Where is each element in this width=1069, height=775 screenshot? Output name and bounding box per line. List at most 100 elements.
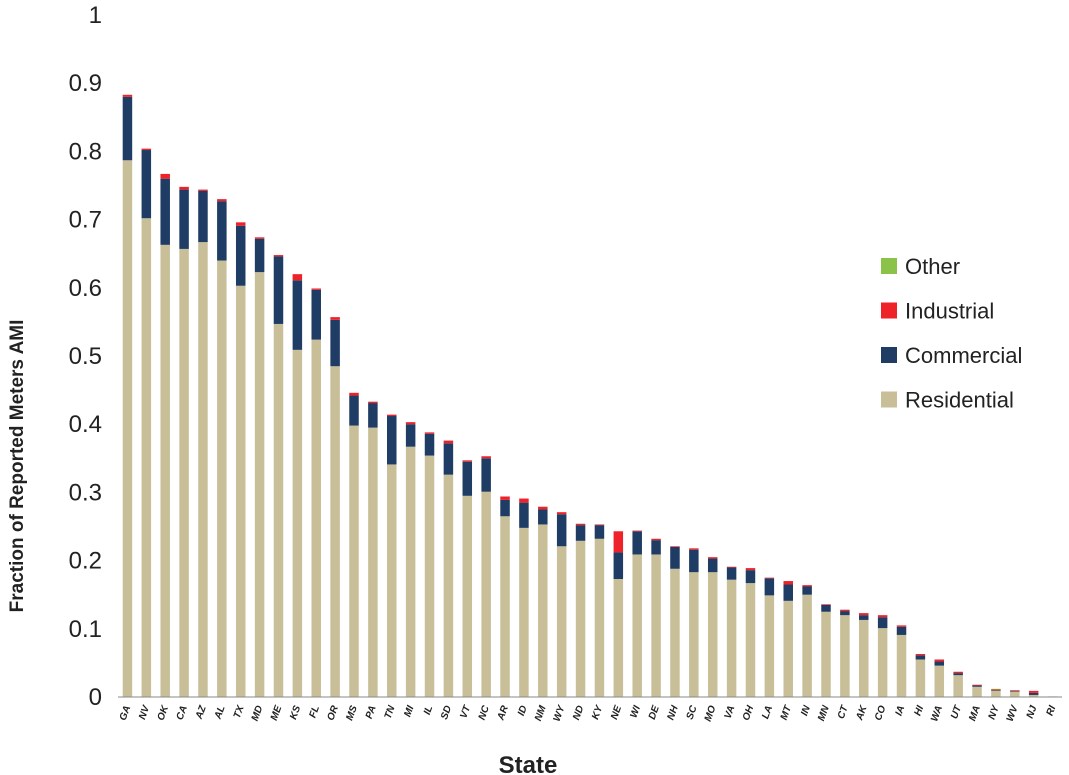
x-tick-label: HI — [912, 704, 926, 717]
bar-segment-residential-ma — [972, 686, 982, 697]
legend-swatch-other — [881, 258, 897, 274]
x-tick-label: MN — [816, 704, 832, 723]
bar-segment-commercial-wy — [556, 514, 567, 547]
x-tick-label: ME — [269, 704, 285, 722]
bar-segment-residential-nj — [1028, 694, 1039, 697]
x-tick-label: VA — [723, 704, 738, 720]
x-tick-label: NH — [665, 704, 681, 722]
bar-segment-industrial-ny — [991, 689, 1001, 691]
y-axis-ticks: 0 0.1 0.2 0.3 0.4 0.5 0.6 0.7 0.8 0.9 1 — [69, 2, 102, 711]
legend-label-commercial: Commercial — [905, 343, 1022, 368]
y-tick-label: 0.5 — [69, 343, 102, 370]
bar-segment-industrial-mo — [707, 557, 718, 559]
x-tick-label: AZ — [194, 703, 210, 721]
bar-segment-residential-md — [254, 272, 265, 697]
bar-segment-commercial-sc — [689, 549, 699, 573]
bar-segment-commercial-la — [764, 578, 775, 596]
bar-segment-commercial-ky — [594, 525, 605, 539]
x-tick-label: VT — [458, 703, 473, 720]
bar-segment-industrial-hi — [915, 654, 926, 656]
x-tick-label: NV — [137, 703, 153, 721]
x-tick-label: PA — [364, 704, 379, 720]
x-tick-label: LA — [760, 704, 775, 720]
bar-segment-residential-fl — [311, 339, 321, 697]
bar-segment-residential-ak — [859, 619, 869, 697]
bar-segment-industrial-ne — [613, 531, 624, 553]
bar-segment-other-ny — [991, 688, 1001, 690]
bar-segment-commercial-tn — [387, 416, 397, 465]
bar-segment-residential-vt — [462, 495, 473, 697]
bar-segment-residential-ct — [840, 615, 850, 697]
bar-segment-industrial-ky — [594, 524, 605, 526]
bar-segment-residential-ut — [953, 675, 963, 697]
bar-segment-industrial-sd — [443, 440, 454, 444]
bar-segment-residential-wa — [934, 665, 945, 697]
bar-segment-commercial-nd — [575, 525, 586, 541]
bar-segment-commercial-il — [424, 433, 435, 456]
bar-segment-residential-wi — [632, 554, 642, 697]
y-tick-label: 0.1 — [69, 616, 102, 643]
bar-segment-commercial-mt — [783, 584, 793, 601]
x-tick-label: NM — [533, 704, 549, 723]
x-tick-label: OR — [325, 704, 341, 723]
bar-segment-residential-tx — [235, 285, 246, 697]
bar-segment-industrial-de — [651, 538, 661, 541]
x-tick-label: NJ — [1025, 704, 1040, 720]
bar-segment-commercial-oh — [745, 570, 756, 584]
bar-segment-industrial-nm — [538, 506, 548, 510]
y-tick-label: 0 — [89, 684, 102, 711]
bar-segment-commercial-ct — [840, 611, 850, 616]
x-tick-label: NY — [987, 703, 1003, 721]
bar-segment-commercial-nv — [141, 150, 152, 219]
y-tick-label: 0.4 — [69, 411, 102, 438]
bar-segment-residential-hi — [915, 659, 926, 697]
bar-segment-commercial-al — [217, 201, 227, 261]
x-tick-label: TN — [383, 704, 398, 721]
bar-segment-industrial-wv — [1010, 690, 1020, 691]
bar-segment-residential-mn — [821, 611, 831, 697]
bar-segment-residential-ny — [991, 690, 1001, 697]
bar-segment-residential-nc — [481, 491, 491, 697]
bar-segment-commercial-hi — [915, 655, 926, 660]
bar-segment-industrial-ut — [953, 671, 963, 674]
bar-segment-commercial-pa — [368, 403, 378, 428]
bar-segment-commercial-ia — [896, 626, 907, 635]
bar-segment-industrial-nv — [141, 148, 152, 151]
bar-segment-commercial-ok — [160, 178, 170, 245]
bar-segment-industrial-me — [273, 255, 284, 257]
bar-segment-residential-ky — [594, 538, 605, 697]
bar-segment-commercial-ar — [500, 499, 510, 517]
bar-segment-industrial-tn — [387, 414, 397, 417]
bar-segment-residential-nm — [538, 524, 548, 697]
bar-segment-industrial-mn — [821, 604, 831, 605]
bar-segment-residential-az — [198, 242, 208, 697]
bar-segment-residential-wy — [556, 546, 567, 697]
bar-segment-commercial-mo — [707, 558, 718, 573]
bar-segment-residential-al — [217, 260, 227, 697]
legend: Other Industrial Commercial Residential — [881, 254, 1022, 413]
bar-segment-residential-ia — [896, 634, 907, 697]
x-tick-label: MI — [402, 704, 416, 718]
bar-segment-industrial-ak — [859, 613, 869, 616]
bar-segment-industrial-md — [254, 237, 265, 239]
x-tick-label: MA — [967, 704, 983, 722]
x-tick-label: TX — [232, 703, 247, 720]
bar-segment-residential-oh — [745, 583, 756, 697]
x-tick-label: SC — [685, 704, 700, 722]
legend-swatch-residential — [881, 391, 897, 408]
bar-segment-industrial-il — [424, 432, 435, 434]
legend-label-residential: Residential — [905, 388, 1014, 413]
x-tick-label: WI — [629, 704, 644, 719]
bar-segment-commercial-ks — [292, 280, 303, 350]
y-tick-label: 0.2 — [69, 548, 102, 575]
bar-segment-residential-ca — [179, 248, 189, 697]
bar-segment-commercial-in — [802, 586, 812, 595]
bar-segment-commercial-nh — [670, 546, 680, 569]
bar-segment-residential-ar — [500, 516, 510, 697]
bar-segment-industrial-nc — [481, 456, 491, 459]
bar-segment-industrial-mi — [405, 422, 416, 425]
bar-segment-residential-ok — [160, 244, 170, 698]
bar-segment-commercial-wa — [934, 661, 945, 666]
bar-segment-industrial-nh — [670, 546, 680, 547]
